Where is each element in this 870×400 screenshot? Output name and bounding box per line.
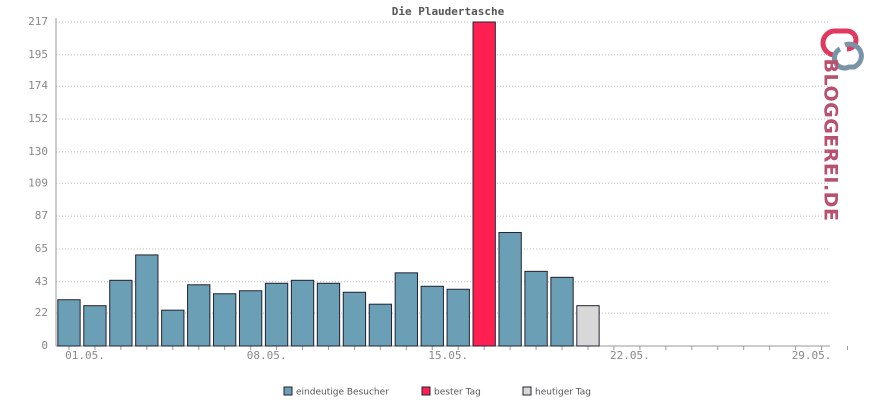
bar	[368, 303, 393, 347]
legend-label: eindeutige Besucher	[296, 388, 389, 398]
y-tick-label: 130	[28, 145, 48, 158]
y-tick-label: 195	[28, 48, 48, 61]
x-tick-label: 29.05.	[792, 349, 832, 362]
bar	[420, 285, 444, 347]
x-tick-label: 22.05.	[610, 349, 650, 362]
bar	[316, 282, 341, 347]
y-tick-label: 109	[28, 176, 48, 189]
bar	[161, 309, 185, 347]
x-tick-label: 01.05.	[65, 349, 105, 362]
bar	[135, 254, 159, 347]
bar	[472, 21, 496, 347]
bar	[550, 276, 574, 347]
bar	[342, 291, 367, 347]
bar	[213, 293, 237, 347]
bar	[524, 270, 548, 347]
y-tick-label: 43	[35, 275, 48, 288]
bar	[576, 305, 600, 347]
y-tick-label: 0	[41, 339, 48, 352]
bar	[238, 290, 263, 347]
bar	[264, 282, 289, 347]
chart-title: Die Plaudertasche	[392, 5, 505, 18]
bar	[187, 284, 211, 347]
bar	[498, 232, 522, 347]
y-tick-label: 87	[35, 209, 48, 222]
bar	[290, 279, 315, 347]
bar	[109, 279, 133, 347]
bar	[446, 288, 470, 347]
y-tick-label: 22	[35, 306, 48, 319]
logo-icon	[820, 28, 864, 71]
x-tick-label: 08.05.	[247, 349, 287, 362]
legend-label: heutiger Tag	[535, 388, 591, 398]
legend-swatch	[522, 386, 532, 396]
logo-text: BLOGGEREI.DE	[820, 59, 842, 222]
legend-swatch	[421, 386, 431, 396]
bar	[394, 272, 418, 347]
x-tick-label: 15.05.	[428, 349, 468, 362]
bar	[57, 299, 81, 347]
y-tick-label: 65	[35, 242, 48, 255]
y-tick-label: 217	[28, 15, 48, 28]
y-tick-label: 152	[28, 112, 48, 125]
legend-swatch	[283, 386, 293, 396]
bar	[83, 305, 107, 347]
legend-label: bester Tag	[434, 388, 481, 398]
y-tick-label: 174	[28, 79, 48, 92]
